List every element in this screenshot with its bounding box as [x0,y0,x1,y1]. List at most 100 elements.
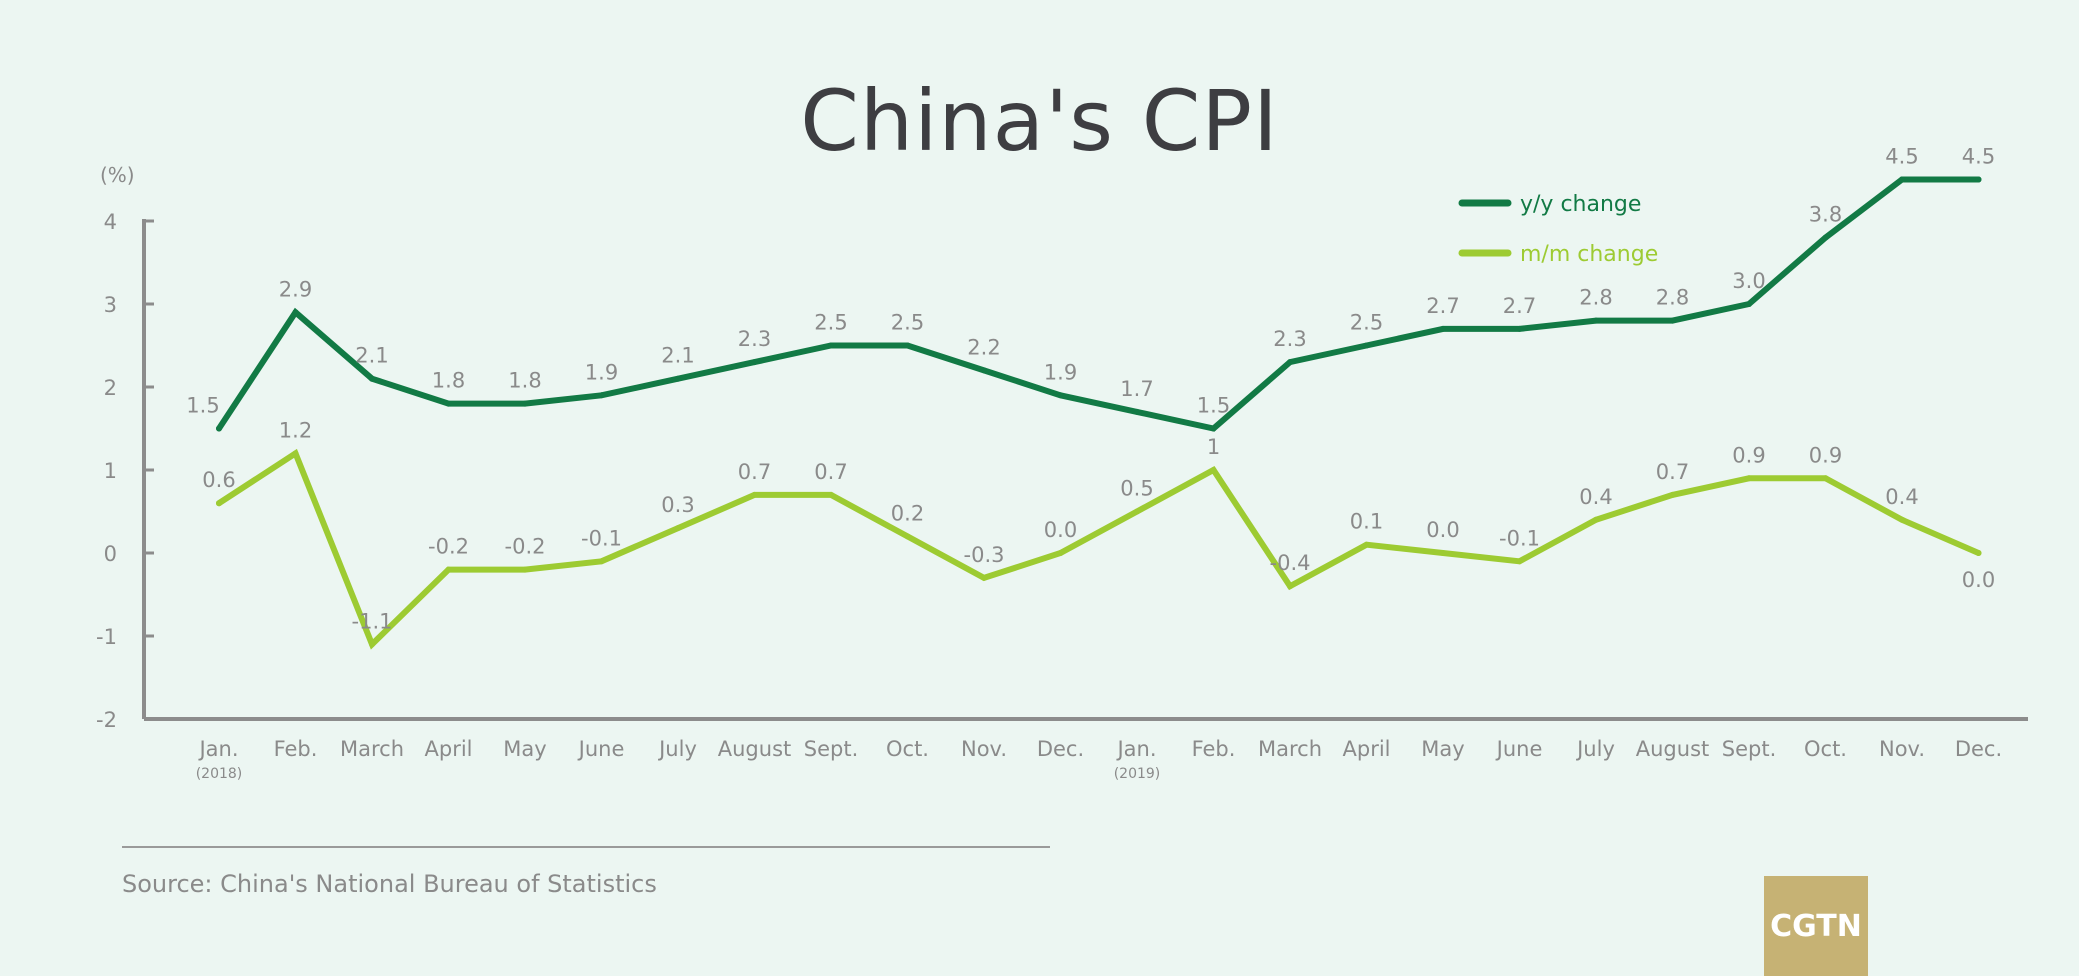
y-tick-label: 1 [104,459,117,483]
data-point [981,574,987,581]
x-tick-label: April [425,737,473,761]
data-label: 1.9 [1044,360,1077,384]
y-tick-label: -1 [96,625,117,649]
x-tick-label: June [1495,737,1543,761]
x-tick-label: Sept. [1722,737,1777,761]
data-point [1899,516,1905,523]
data-label: -0.1 [581,526,622,550]
data-label: 2.9 [279,277,312,301]
data-point [1669,317,1676,324]
data-label: 1.7 [1120,377,1153,401]
data-point [292,450,299,457]
data-label: 1 [1207,435,1220,459]
data-point [1593,516,1599,523]
data-point [1210,467,1217,473]
data-point [1287,583,1293,590]
data-label: 1.5 [186,394,219,418]
data-point [598,392,605,399]
data-point [1210,425,1217,432]
series-line-mm [216,448,1982,650]
x-tick-label: Jan. [1115,737,1156,761]
chart-lines [216,176,1982,650]
data-point [216,425,222,432]
data-label: -0.1 [1499,526,1540,550]
chart-legend: y/y change m/m change [1458,192,1658,267]
data-point [1975,550,1982,556]
data-label: 2.5 [814,311,847,335]
data-point [1593,317,1599,324]
data-label: 0.4 [1885,485,1918,509]
x-tick-label: June [577,737,625,761]
data-point [522,566,528,573]
data-point [828,342,834,349]
data-point [1975,176,1982,183]
data-label: -0.4 [1270,551,1311,575]
data-point [445,400,452,407]
data-label: 3.8 [1809,203,1842,227]
x-tick-label: Oct. [886,737,929,761]
y-tick-label: 4 [104,210,117,234]
source-note: Source: China's National Bureau of Stati… [122,870,657,898]
x-tick-label: April [1343,737,1391,761]
y-tick-label: 2 [104,376,117,400]
data-point [369,641,375,648]
x-tick-label: Feb. [274,737,318,761]
data-point [1822,234,1829,241]
data-label: 4.5 [1962,145,1995,169]
x-tick-sublabel: (2019) [1114,766,1161,782]
x-tick-label: Nov. [1879,737,1925,761]
data-label: -0.2 [505,535,546,559]
data-label: 1.9 [585,360,618,384]
data-point [1746,301,1752,307]
data-point [675,525,681,532]
data-point [598,558,605,565]
chart-data-labels: 1.5 2.9 2.1 1.8 1.8 1.9 2.1 2.3 2.5 2.5 2.2 1.9 1.7 1… [186,145,1995,634]
x-tick-label: Jan. [197,737,238,761]
data-label: 0.0 [1426,518,1459,542]
x-tick-label: July [657,737,697,761]
data-point [292,309,299,316]
data-point [1057,550,1064,556]
data-label: 0.9 [1732,443,1765,467]
data-point [1746,475,1752,482]
data-point [1363,541,1370,548]
y-tick-label: 0 [104,542,117,566]
data-label: -0.3 [964,543,1005,567]
y-tick-label: 3 [104,293,117,317]
data-label: 0.0 [1044,518,1077,542]
data-point [1440,550,1446,556]
data-point [751,491,758,498]
x-tick-label: Feb. [1192,737,1236,761]
x-tick-label: August [1636,737,1710,761]
data-label: 0.6 [202,468,235,492]
data-point [1899,176,1905,183]
x-tick-label: August [718,737,792,761]
data-label: 0.9 [1809,443,1842,467]
data-label: 0.1 [1350,510,1383,534]
data-point [1822,475,1829,482]
source-divider [122,846,1050,848]
data-label: 0.7 [814,460,847,484]
x-tick-label: Nov. [961,737,1007,761]
data-label: 1.2 [279,418,312,442]
data-label: 1.8 [508,369,541,393]
x-tick-label: March [1258,737,1322,761]
data-label: 1.5 [1197,394,1230,418]
data-point [445,566,452,573]
x-tick-label: May [1421,737,1464,761]
data-label: 2.5 [1350,311,1383,335]
data-point [1516,558,1523,565]
x-tick-label: July [1575,737,1615,761]
chart-axes: -2 -1 0 1 2 3 4 (%) Jan. (2018) Feb. March April May J… [96,163,2028,782]
data-label: 2.3 [738,327,771,351]
data-label: 1.8 [432,369,465,393]
data-point [1516,325,1523,332]
x-tick-label: Sept. [804,737,859,761]
data-label: 0.7 [738,460,771,484]
data-point [1287,359,1293,366]
data-label: 3.0 [1732,269,1765,293]
data-point [981,367,987,374]
series-line-yy [216,176,1982,432]
data-label: 2.2 [967,335,1000,359]
